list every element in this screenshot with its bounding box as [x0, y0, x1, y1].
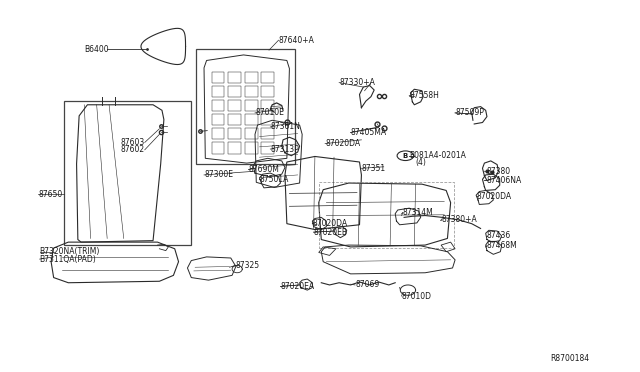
Text: 87313P: 87313P [270, 145, 299, 154]
Bar [261, 86, 274, 97]
Bar [212, 114, 225, 125]
Bar [228, 128, 241, 140]
Text: 87020EB: 87020EB [314, 228, 348, 237]
Bar [261, 72, 274, 83]
Bar [319, 182, 454, 248]
Text: 87325: 87325 [236, 261, 260, 270]
Bar [261, 142, 274, 154]
Text: 87406NA: 87406NA [487, 176, 522, 185]
Bar [245, 114, 257, 125]
Text: 87010D: 87010D [401, 292, 431, 301]
Bar [196, 49, 294, 164]
Bar [261, 128, 274, 140]
Text: 87069: 87069 [355, 280, 380, 289]
Text: 87690M: 87690M [248, 165, 280, 174]
Bar [64, 101, 191, 245]
Text: 87405MA: 87405MA [351, 128, 387, 137]
Text: B7320NA(TRIM): B7320NA(TRIM) [40, 247, 100, 256]
Text: 87650: 87650 [38, 190, 63, 199]
Bar [228, 100, 241, 112]
Text: 87351: 87351 [362, 164, 385, 173]
Text: 87380: 87380 [487, 167, 511, 176]
Text: 87436: 87436 [487, 231, 511, 240]
Text: 87640+A: 87640+A [278, 36, 314, 45]
Bar [212, 86, 225, 97]
Bar [228, 142, 241, 154]
Text: B7311QA(PAD): B7311QA(PAD) [40, 254, 97, 264]
Text: 87330+A: 87330+A [339, 78, 375, 87]
Text: 87314M: 87314M [403, 208, 433, 217]
Bar [212, 142, 225, 154]
Bar [228, 72, 241, 83]
Bar [261, 114, 274, 125]
Bar [212, 72, 225, 83]
Bar [245, 142, 257, 154]
Bar [245, 128, 257, 140]
Bar [212, 100, 225, 112]
Text: 87602: 87602 [120, 145, 145, 154]
Text: 87509P: 87509P [455, 108, 484, 118]
Text: 87020DA: 87020DA [476, 192, 511, 201]
Text: B081A4-0201A: B081A4-0201A [409, 151, 466, 160]
Bar [212, 128, 225, 140]
Bar [228, 86, 241, 97]
Text: 87603: 87603 [120, 138, 145, 147]
Text: 87501A: 87501A [259, 175, 289, 184]
Text: 87558H: 87558H [409, 91, 439, 100]
Bar [261, 100, 274, 112]
Text: 87020EA: 87020EA [280, 282, 315, 291]
Text: B6400: B6400 [84, 45, 108, 54]
Text: 87361N: 87361N [270, 122, 300, 131]
Text: 87468M: 87468M [487, 241, 518, 250]
Text: 87380+A: 87380+A [441, 215, 477, 224]
Bar [245, 72, 257, 83]
Text: 87020DA: 87020DA [312, 219, 348, 228]
Text: R8700184: R8700184 [550, 354, 590, 363]
Text: 87010E: 87010E [255, 108, 284, 118]
Text: 87300E: 87300E [204, 170, 233, 179]
Text: (4): (4) [415, 158, 426, 167]
Bar [245, 86, 257, 97]
Text: B: B [403, 153, 408, 159]
Text: 87020DA: 87020DA [325, 139, 360, 148]
Bar [228, 114, 241, 125]
Bar [245, 100, 257, 112]
